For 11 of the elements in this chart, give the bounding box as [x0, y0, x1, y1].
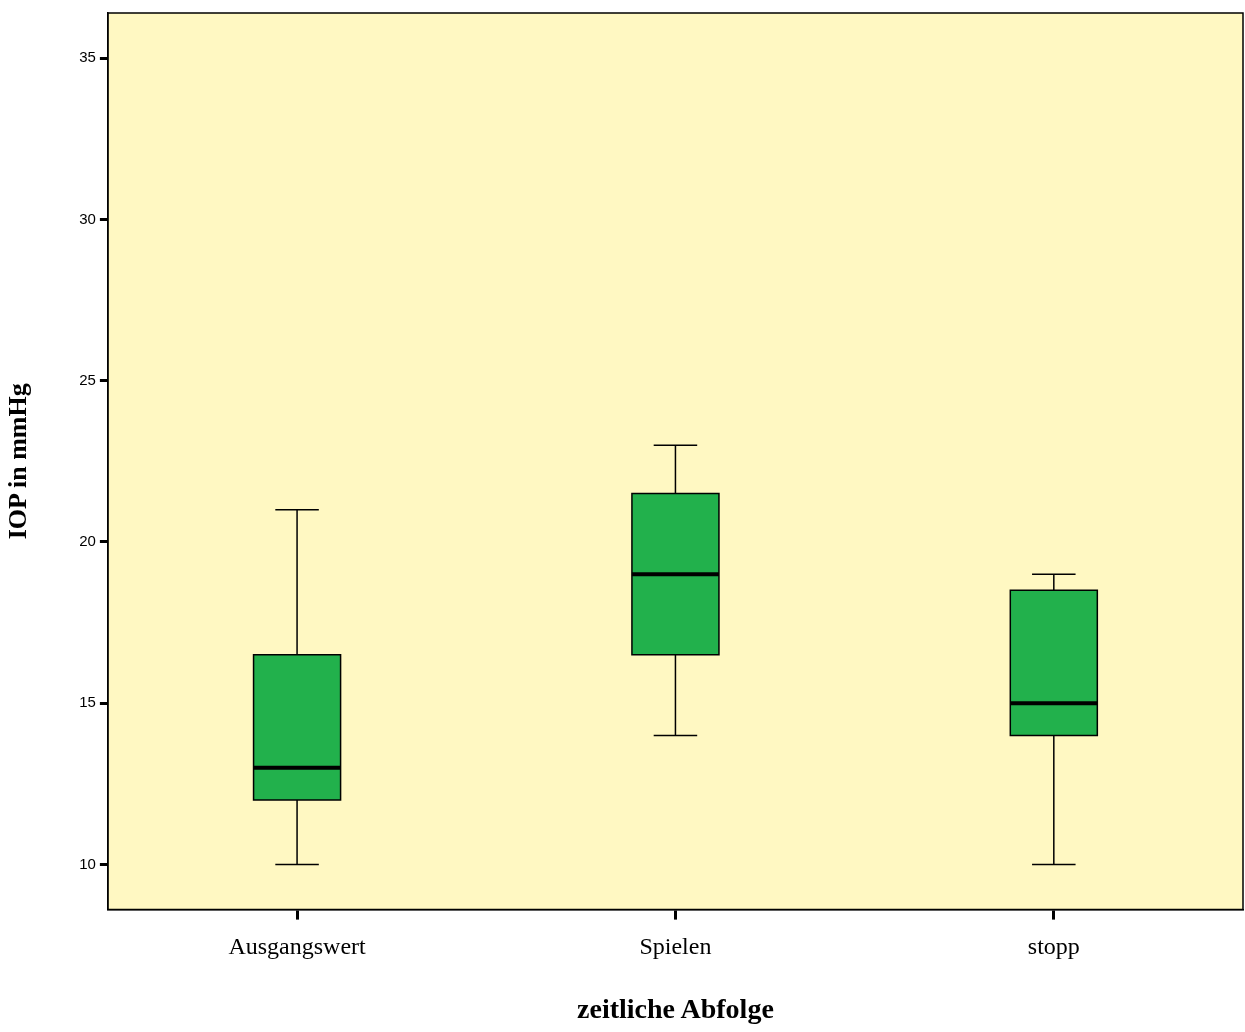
y-tick-label: 10 — [79, 854, 96, 872]
y-tick-label: 25 — [79, 370, 96, 388]
y-tick-label: 35 — [79, 48, 96, 66]
x-tick-label: stopp — [1027, 933, 1080, 960]
y-tick-label: 20 — [79, 532, 96, 550]
x-axis-title: zeitliche Abfolge — [577, 993, 774, 1025]
y-tick-label: 30 — [79, 209, 96, 227]
x-tick-label: Spielen — [639, 933, 712, 960]
y-tick-label: 15 — [79, 693, 96, 711]
x-tick-label: Ausgangswert — [228, 933, 367, 960]
y-axis-title: IOP in mmHg — [3, 383, 33, 540]
